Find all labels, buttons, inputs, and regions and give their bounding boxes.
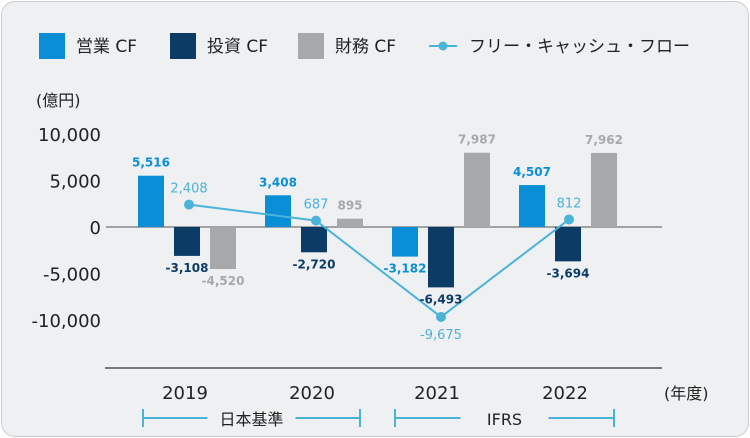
y-tick-label: 10,000 <box>38 125 101 146</box>
bar-value-label: 4,507 <box>513 165 551 179</box>
legend-label: フリー・キャッシュ・フロー <box>469 37 690 57</box>
legend-swatch <box>39 33 65 59</box>
bar-value-label: -3,694 <box>547 266 590 280</box>
bar-value-label: -3,108 <box>166 261 209 275</box>
bar-value-label: 895 <box>337 199 362 213</box>
bar-財務CF-2021 <box>464 152 490 227</box>
data-labels: 5,516 3,408 -3,182 4,507 -3,108 -2,720 -6,493 -… <box>132 133 623 343</box>
bar-営業CF-2020 <box>265 195 291 227</box>
free-cash-flow-polyline <box>188 203 570 319</box>
x-tick-label: 2020 <box>289 383 335 404</box>
fcf-point-2019 <box>184 199 194 210</box>
bar-財務CF-2022 <box>591 152 617 227</box>
fcf-value-label: 2,408 <box>170 182 207 197</box>
bar-value-label: -2,720 <box>293 257 336 271</box>
bars <box>138 152 617 288</box>
bar-value-label: -3,182 <box>384 262 427 276</box>
period-label: 日本基準 <box>219 410 283 429</box>
fcf-point-2022 <box>564 214 574 225</box>
legend-swatch <box>298 33 324 59</box>
bar-value-label: 7,962 <box>585 133 623 147</box>
free-cash-flow-line <box>184 199 574 322</box>
y-tick-label: -5,000 <box>43 265 101 286</box>
bar-財務CF-2020 <box>337 218 363 227</box>
fcf-value-label: 812 <box>557 196 582 211</box>
y-axis-unit-label: (億円) <box>36 91 81 110</box>
bar-投資CF-2019 <box>174 227 200 256</box>
period-label: IFRS <box>487 410 522 429</box>
legend: 営業 CF 投資 CF 財務 CF フリー・キャッシュ・フロー <box>39 33 690 59</box>
legend-swatch <box>170 33 196 59</box>
y-tick-label: -10,000 <box>32 311 101 332</box>
fcf-value-label: -9,675 <box>420 328 462 343</box>
bar-営業CF-2021 <box>392 227 418 257</box>
bar-投資CF-2020 <box>301 227 327 253</box>
x-tick-label: 2019 <box>162 383 208 404</box>
bar-営業CF-2022 <box>519 185 545 227</box>
fcf-point-2020 <box>311 215 321 226</box>
bar-財務CF-2019 <box>210 227 236 270</box>
x-tick-label: 2022 <box>542 383 588 404</box>
y-tick-label: 5,000 <box>49 172 101 193</box>
y-axis: 10,000 5,000 0 -5,000 -10,000 <box>32 125 101 332</box>
x-axis-unit-label: (年度) <box>664 384 709 403</box>
y-tick-label: 0 <box>90 218 101 239</box>
bar-value-label: 7,987 <box>458 133 496 147</box>
legend-marker-swatch <box>438 41 448 51</box>
fcf-point-2021 <box>436 311 446 322</box>
x-tick-label: 2021 <box>414 383 460 404</box>
x-axis: 2019 2020 2021 2022 <box>162 383 588 404</box>
bar-value-label: -6,493 <box>420 292 463 306</box>
fcf-value-label: 687 <box>304 198 329 213</box>
legend-label: 財務 CF <box>335 37 396 57</box>
bar-営業CF-2019 <box>138 175 164 227</box>
legend-label: 投資 CF <box>207 37 268 57</box>
accounting-period-brackets: 日本基準 IFRS <box>142 409 615 429</box>
bar-value-label: 5,516 <box>132 156 170 170</box>
bar-投資CF-2021 <box>428 227 454 288</box>
bar-value-label: -4,520 <box>202 274 245 288</box>
legend-label: 営業 CF <box>76 37 137 57</box>
bar-投資CF-2022 <box>555 227 581 262</box>
bar-value-label: 3,408 <box>259 175 297 189</box>
